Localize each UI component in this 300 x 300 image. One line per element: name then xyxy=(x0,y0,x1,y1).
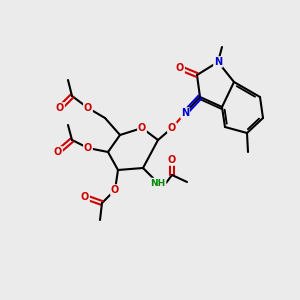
Text: O: O xyxy=(54,147,62,157)
Text: N: N xyxy=(181,108,189,118)
Text: O: O xyxy=(81,192,89,202)
Text: O: O xyxy=(111,185,119,195)
Text: O: O xyxy=(168,123,176,133)
Text: O: O xyxy=(138,123,146,133)
Text: O: O xyxy=(168,155,176,165)
Text: O: O xyxy=(84,143,92,153)
Text: N: N xyxy=(214,57,222,67)
Text: O: O xyxy=(56,103,64,113)
Text: NH: NH xyxy=(150,178,166,188)
Text: O: O xyxy=(176,63,184,73)
Text: O: O xyxy=(84,103,92,113)
